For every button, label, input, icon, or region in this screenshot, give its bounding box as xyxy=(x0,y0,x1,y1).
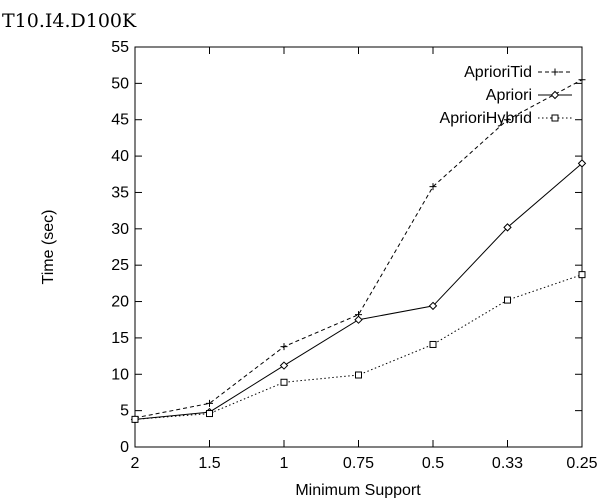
x-tick-label: 0.25 xyxy=(566,455,597,472)
y-tick-label: 20 xyxy=(111,294,129,311)
data-point xyxy=(504,116,511,124)
data-point xyxy=(577,159,587,168)
y-tick-label: 30 xyxy=(111,221,129,238)
data-point xyxy=(429,183,437,191)
legend: AprioriTid Apriori AprioriHybrid xyxy=(440,64,572,127)
data-point xyxy=(578,271,586,279)
series-line xyxy=(134,79,583,419)
legend-label: Apriori xyxy=(486,87,532,104)
legend-marker xyxy=(551,114,559,122)
x-tick-label: 1.5 xyxy=(198,455,220,472)
data-point xyxy=(279,361,289,370)
data-point xyxy=(503,223,512,232)
data-point xyxy=(429,340,437,348)
data-point xyxy=(131,415,139,423)
x-tick-label: 0.75 xyxy=(343,455,374,472)
legend-label: AprioriTid xyxy=(464,64,532,81)
x-axis: 2 1.5 1 0.75 0.5 0.33 0.25 xyxy=(131,47,598,472)
x-tick-label: 0.33 xyxy=(492,455,523,472)
x-tick-label: 0.5 xyxy=(422,455,444,472)
y-axis-label: Time (sec) xyxy=(40,210,57,285)
data-point xyxy=(206,410,213,418)
series-line xyxy=(134,162,583,420)
plot-frame xyxy=(134,46,583,448)
legend-marker xyxy=(551,68,559,76)
series-apriorihybrid xyxy=(131,271,586,423)
y-tick-label: 55 xyxy=(111,39,129,56)
y-axis: 0 5 10 15 20 25 30 35 40 45 50 55 xyxy=(111,39,582,456)
series-line xyxy=(134,274,583,420)
y-tick-label: 25 xyxy=(111,257,129,274)
y-tick-label: 40 xyxy=(111,148,129,165)
series-apriori xyxy=(130,159,587,424)
y-tick-label: 5 xyxy=(120,403,129,420)
y-tick-label: 50 xyxy=(111,75,129,92)
data-point xyxy=(354,315,363,324)
legend-marker xyxy=(550,90,560,100)
x-tick-label: 2 xyxy=(131,455,140,472)
x-axis-label: Minimum Support xyxy=(295,482,421,498)
data-point xyxy=(280,343,288,351)
y-tick-label: 35 xyxy=(111,184,129,201)
data-point xyxy=(428,301,438,311)
y-tick-label: 45 xyxy=(111,112,129,129)
x-tick-label: 1 xyxy=(280,455,289,472)
data-point xyxy=(206,399,213,407)
chart-title: T10.I4.D100K xyxy=(2,10,137,32)
data-point xyxy=(504,296,511,304)
data-point xyxy=(355,371,362,379)
legend-label: AprioriHybrid xyxy=(440,110,532,127)
y-tick-label: 0 xyxy=(120,439,129,456)
y-tick-label: 15 xyxy=(111,330,129,347)
y-tick-label: 10 xyxy=(111,366,129,383)
data-point xyxy=(578,76,586,84)
series-aprioritid xyxy=(131,76,586,422)
data-point xyxy=(280,378,288,386)
series-layer xyxy=(130,76,587,424)
